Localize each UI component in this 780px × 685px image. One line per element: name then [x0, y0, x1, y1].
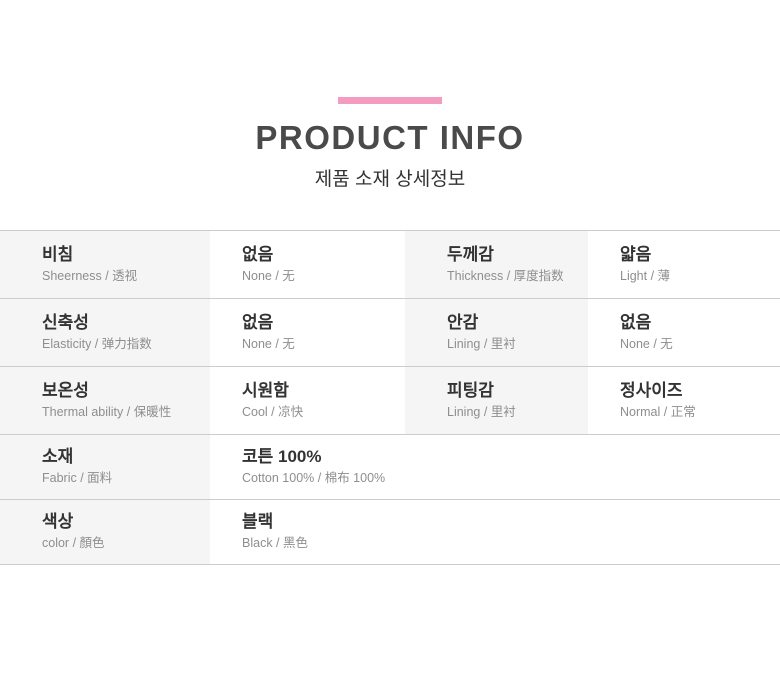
spec-value-sub: None / 无: [242, 268, 295, 283]
table-row-fabric: 소재 Fabric / 面料 코튼 100% Cotton 100% / 棉布 …: [0, 434, 780, 500]
spec-label-main: 신축성: [42, 312, 89, 332]
spec-label-elasticity: 신축성 Elasticity / 弹力指数: [0, 298, 210, 366]
spec-label-sub: color / 顏色: [42, 536, 105, 551]
spec-label-sub: Sheerness / 透视: [42, 268, 138, 283]
spec-label-main: 소재: [42, 447, 74, 467]
spec-label-thermal: 보온성 Thermal ability / 保暖性: [0, 366, 210, 434]
spec-value-sub: None / 无: [242, 336, 295, 351]
spec-label-main: 안감: [447, 312, 479, 332]
spec-value-fitting: 정사이즈 Normal / 正常: [588, 366, 780, 434]
spec-value-color: 블랙 Black / 黑色: [210, 499, 780, 564]
spec-label-sub: Fabric / 面料: [42, 471, 113, 486]
spec-value-main: 시원함: [242, 380, 289, 400]
page-title: PRODUCT INFO: [255, 119, 525, 156]
spec-label-main: 색상: [42, 512, 74, 532]
spec-label-sheerness: 비침 Sheerness / 透视: [0, 230, 210, 298]
spec-label-sub: Thickness / 厚度指数: [447, 268, 564, 283]
spec-label-main: 비침: [42, 244, 74, 264]
spec-value-fabric: 코튼 100% Cotton 100% / 棉布 100%: [210, 434, 780, 499]
table-row-elasticity-lining: 신축성 Elasticity / 弹力指数 없음 None / 无 안감 Lin…: [0, 298, 780, 367]
table-row-thermal-fitting: 보온성 Thermal ability / 保暖性 시원함 Cool / 凉快 …: [0, 366, 780, 435]
spec-value-sheerness: 없음 None / 无: [210, 230, 405, 298]
spec-label-sub: Lining / 里衬: [447, 336, 516, 351]
spec-value-sub: Cool / 凉快: [242, 404, 304, 419]
spec-label-fitting: 피팅감 Lining / 里衬: [405, 366, 588, 434]
spec-label-main: 피팅감: [447, 380, 494, 400]
spec-value-main: 얇음: [620, 244, 652, 264]
spec-label-sub: Thermal ability / 保暖性: [42, 404, 172, 419]
spec-value-sub: Cotton 100% / 棉布 100%: [242, 471, 386, 486]
spec-label-main: 두께감: [447, 244, 494, 264]
spec-value-thermal: 시원함 Cool / 凉快: [210, 366, 405, 434]
spec-value-sub: Light / 薄: [620, 268, 671, 283]
spec-label-lining: 안감 Lining / 里衬: [405, 298, 588, 366]
spec-table: 비침 Sheerness / 透视 없음 None / 无 두께감 Thickn…: [0, 229, 780, 565]
spec-label-fabric: 소재 Fabric / 面料: [0, 434, 210, 499]
spec-label-thickness: 두께감 Thickness / 厚度指数: [405, 230, 588, 298]
spec-label-color: 색상 color / 顏色: [0, 499, 210, 564]
spec-value-main: 없음: [242, 312, 274, 332]
spec-label-main: 보온성: [42, 380, 89, 400]
spec-value-main: 없음: [242, 244, 274, 264]
spec-value-sub: Normal / 正常: [620, 404, 696, 419]
table-row-sheerness-thickness: 비침 Sheerness / 透视 없음 None / 无 두께감 Thickn…: [0, 230, 780, 299]
spec-value-main: 코튼 100%: [242, 447, 322, 467]
spec-value-main: 블랙: [242, 512, 274, 532]
spec-value-elasticity: 없음 None / 无: [210, 298, 405, 366]
spec-value-main: 정사이즈: [620, 380, 683, 400]
spec-label-sub: Elasticity / 弹力指数: [42, 336, 152, 351]
spec-value-sub: None / 无: [620, 336, 673, 351]
spec-value-main: 없음: [620, 312, 652, 332]
spec-value-lining: 없음 None / 无: [588, 298, 780, 366]
accent-bar: [338, 97, 442, 104]
spec-value-thickness: 얇음 Light / 薄: [588, 230, 780, 298]
table-row-color: 색상 color / 顏色 블랙 Black / 黑色: [0, 499, 780, 565]
page-subtitle: 제품 소재 상세정보: [314, 168, 466, 190]
spec-label-sub: Lining / 里衬: [447, 404, 516, 419]
spec-value-sub: Black / 黑色: [242, 536, 308, 551]
